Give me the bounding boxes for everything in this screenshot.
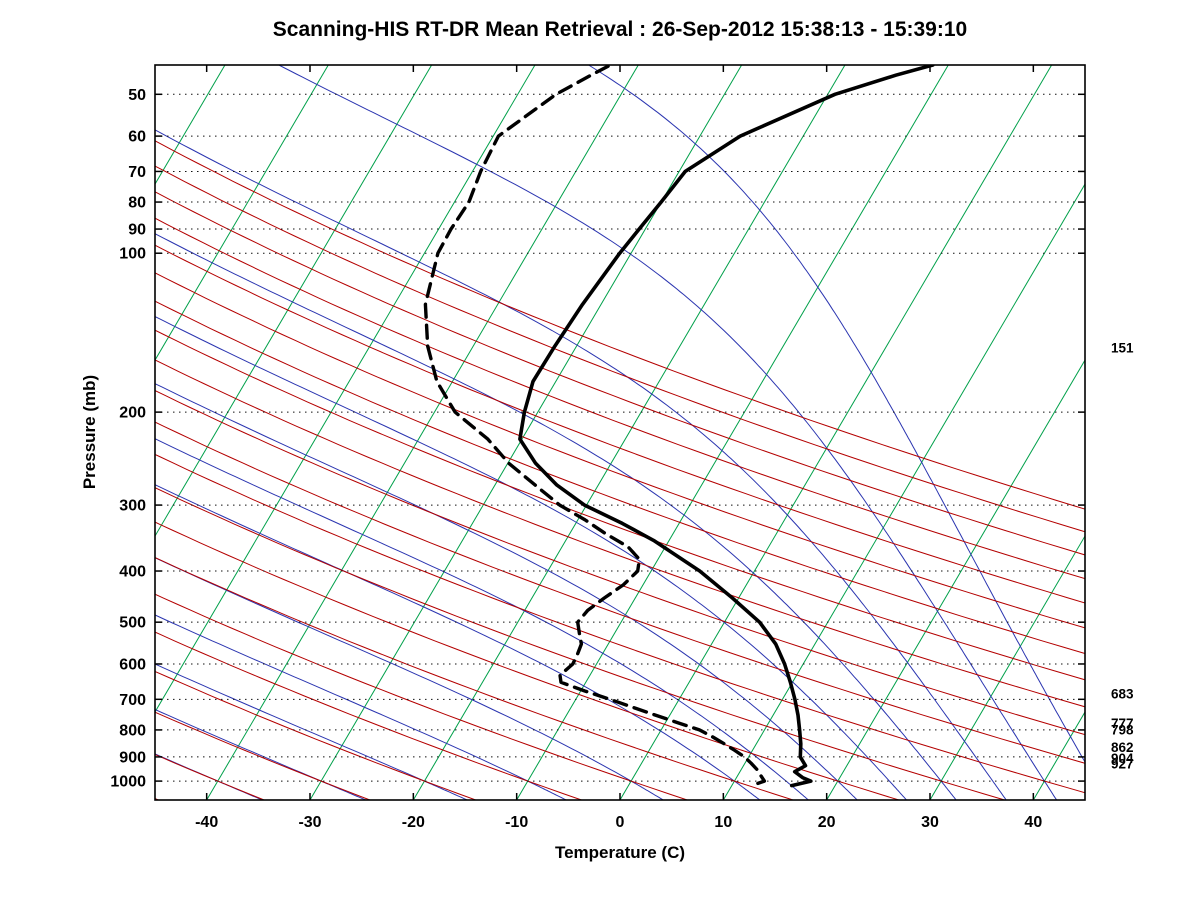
moist-adiabat-line	[588, 65, 1085, 763]
temperature-curve	[518, 65, 935, 788]
moist-adiabat-line	[155, 708, 366, 800]
right-edge-pressure-label: 151	[1111, 341, 1134, 356]
isotherm-line	[826, 359, 1085, 800]
pressure-tick-label: 90	[128, 222, 146, 239]
isotherm-line	[309, 65, 743, 800]
dry-adiabat-line	[155, 631, 582, 800]
pressure-tick-label: 600	[119, 656, 146, 673]
pressure-tick-label: 80	[128, 195, 146, 212]
right-edge-pressure-label: 904	[1111, 751, 1134, 766]
isotherm-line	[0, 65, 122, 800]
moist-adiabat-line	[155, 383, 858, 800]
dry-adiabat-line	[155, 389, 1085, 736]
pressure-tick-label: 60	[128, 129, 146, 146]
dry-adiabat-line	[155, 453, 1085, 794]
dry-adiabat-line	[155, 217, 1085, 580]
isotherm-line	[619, 65, 1053, 800]
right-edge-pressure-label: 798	[1111, 722, 1134, 737]
dry-adiabat-line	[155, 593, 688, 800]
x-tick-label: 10	[714, 814, 732, 831]
x-tick-label: 40	[1024, 814, 1042, 831]
right-edge-pressure-label: 777	[1111, 716, 1134, 731]
dry-adiabat-line	[155, 670, 476, 800]
isotherm-line	[206, 65, 639, 800]
isotherm-line	[155, 65, 226, 186]
dry-adiabat-line	[0, 65, 53, 800]
pressure-tick-label: 300	[119, 498, 146, 515]
dry-adiabat-line	[155, 359, 1085, 708]
x-tick-label: -40	[195, 814, 218, 831]
pressure-tick-label: 800	[119, 722, 146, 739]
pressure-tick-label: 70	[128, 164, 146, 181]
isotherm-line	[929, 535, 1085, 800]
dry-adiabat-line	[155, 300, 1085, 655]
right-edge-pressure-label: 862	[1111, 740, 1134, 755]
pressure-tick-label: 50	[128, 87, 146, 104]
moist-adiabat-line	[155, 129, 1007, 800]
dry-adiabat-line	[155, 272, 1085, 629]
x-tick-label: 20	[818, 814, 836, 831]
y-axis-label: Pressure (mb)	[80, 374, 99, 490]
moist-adiabat-line	[155, 233, 957, 800]
pressure-tick-label: 700	[119, 692, 146, 709]
dry-adiabat-line	[155, 244, 1085, 604]
skewt-background	[0, 65, 1085, 800]
moist-adiabat-line	[155, 484, 761, 800]
pressure-tick-label: 900	[119, 749, 146, 766]
isotherm-line	[412, 65, 846, 800]
moist-adiabat-line	[155, 614, 567, 800]
isotherm-line	[155, 65, 536, 714]
isotherm-line	[722, 183, 1085, 800]
moist-adiabat-line	[278, 65, 1058, 800]
isotherm-line	[155, 65, 433, 538]
dry-adiabat-line	[155, 329, 1085, 681]
dry-adiabat-line	[155, 711, 371, 800]
dry-adiabat-line	[155, 140, 1085, 510]
isotherm-line	[155, 65, 329, 362]
moist-adiabat-line	[155, 557, 664, 800]
dry-adiabat-line	[155, 557, 794, 800]
chart-title: Scanning-HIS RT-DR Mean Retrieval : 26-S…	[272, 18, 968, 41]
pressure-tick-label: 1000	[110, 774, 146, 791]
dry-adiabat-line	[155, 487, 1005, 800]
pressure-tick-label: 100	[119, 246, 146, 263]
pressure-tick-label: 200	[119, 405, 146, 422]
dew_point-curve	[423, 65, 767, 786]
moist-adiabat-line	[0, 65, 52, 800]
isotherm-line	[516, 65, 949, 800]
right-edge-pressure-label: 683	[1111, 687, 1134, 702]
dry-adiabat-line	[155, 521, 899, 800]
moist-adiabat-line	[155, 438, 809, 800]
dry-adiabat-line	[155, 165, 1085, 533]
x-tick-label: 30	[921, 814, 939, 831]
moist-adiabat-line	[155, 315, 907, 800]
pressure-tick-label: 500	[119, 615, 146, 632]
dry-adiabat-line	[155, 421, 1085, 764]
x-tick-label: -20	[402, 814, 425, 831]
moist-adiabat-line	[155, 663, 468, 800]
x-tick-label: -10	[505, 814, 528, 831]
x-axis-label: Temperature (C)	[554, 843, 686, 862]
x-tick-label: -30	[298, 814, 321, 831]
pressure-tick-label: 400	[119, 564, 146, 581]
plot-frame	[154, 64, 1086, 801]
x-tick-label: 0	[616, 814, 625, 831]
dry-adiabat-line	[155, 191, 1085, 556]
right-edge-pressure-label: 927	[1111, 757, 1134, 772]
